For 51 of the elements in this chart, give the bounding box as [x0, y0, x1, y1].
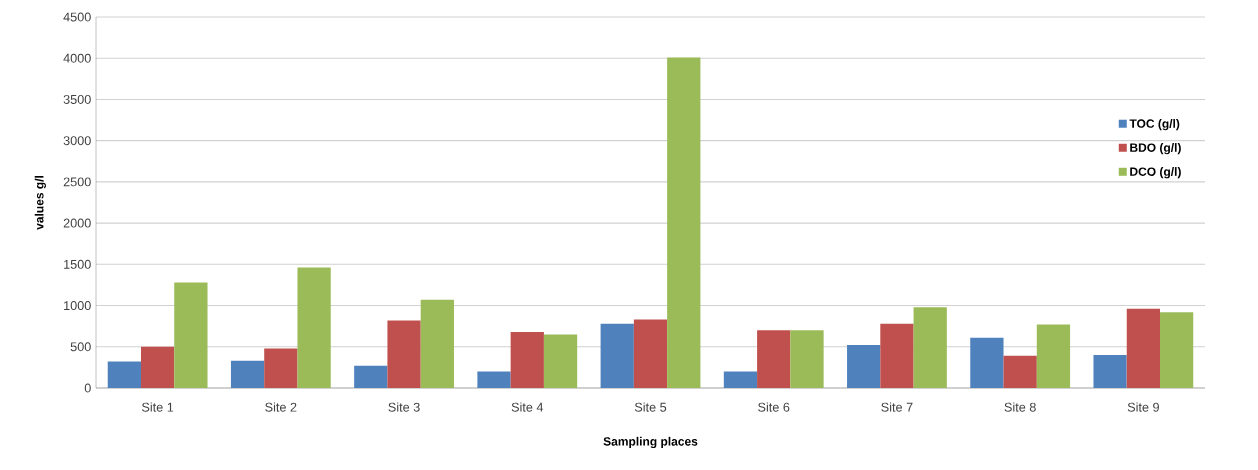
bar — [264, 348, 298, 388]
bar — [140, 346, 175, 388]
x-tick-label: Site 2 — [265, 402, 297, 412]
bar — [667, 57, 701, 388]
x-axis-title: Sampling places — [603, 436, 698, 449]
bar — [230, 360, 265, 388]
x-tick-label: Site 7 — [881, 402, 913, 412]
legend-label: DCO (g/l) — [1130, 167, 1181, 179]
bar — [387, 320, 421, 388]
x-tick-label: Site 8 — [1004, 402, 1036, 412]
bar — [913, 307, 947, 388]
bar — [970, 337, 1004, 388]
bar — [847, 345, 881, 388]
bar — [723, 371, 758, 388]
bar — [1160, 312, 1194, 388]
bar — [543, 334, 578, 388]
x-tick-label: Site 9 — [1127, 402, 1159, 412]
bar — [354, 365, 388, 388]
bar — [633, 319, 668, 388]
y-tick-label: 3000 — [63, 136, 91, 146]
y-tick-label: 2000 — [63, 218, 91, 228]
bar — [477, 371, 511, 388]
bar — [790, 330, 824, 388]
x-tick-label: Site 6 — [758, 402, 790, 412]
legend-label: BDO (g/l) — [1130, 143, 1181, 155]
bar — [510, 331, 544, 388]
x-tick-label: Site 1 — [142, 402, 174, 412]
y-tick-label: 3500 — [63, 94, 91, 104]
y-tick-label: 1000 — [64, 301, 91, 311]
y-tick-label: 4000 — [63, 53, 91, 63]
bar — [757, 330, 791, 388]
bar — [1036, 324, 1071, 388]
y-axis-title: values g/l — [34, 176, 46, 230]
y-tick-label: 4500 — [63, 12, 91, 22]
bar — [600, 323, 634, 388]
y-tick-label: 1500 — [64, 259, 91, 269]
legend-label: TOC (g/l) — [1129, 119, 1180, 131]
y-tick-label: 500 — [70, 342, 91, 352]
y-tick-label: 2500 — [63, 177, 91, 187]
x-tick-label: Site 3 — [388, 402, 420, 412]
x-tick-label: Site 5 — [634, 402, 667, 412]
bar — [1003, 355, 1037, 388]
bar — [174, 282, 208, 388]
x-tick-label: Site 4 — [511, 402, 544, 412]
bar — [420, 299, 454, 388]
bar — [107, 361, 141, 388]
bar — [1093, 355, 1127, 388]
bar — [880, 323, 914, 388]
y-tick-label: 0 — [84, 383, 91, 393]
bar — [1126, 308, 1161, 388]
bar — [297, 267, 331, 388]
